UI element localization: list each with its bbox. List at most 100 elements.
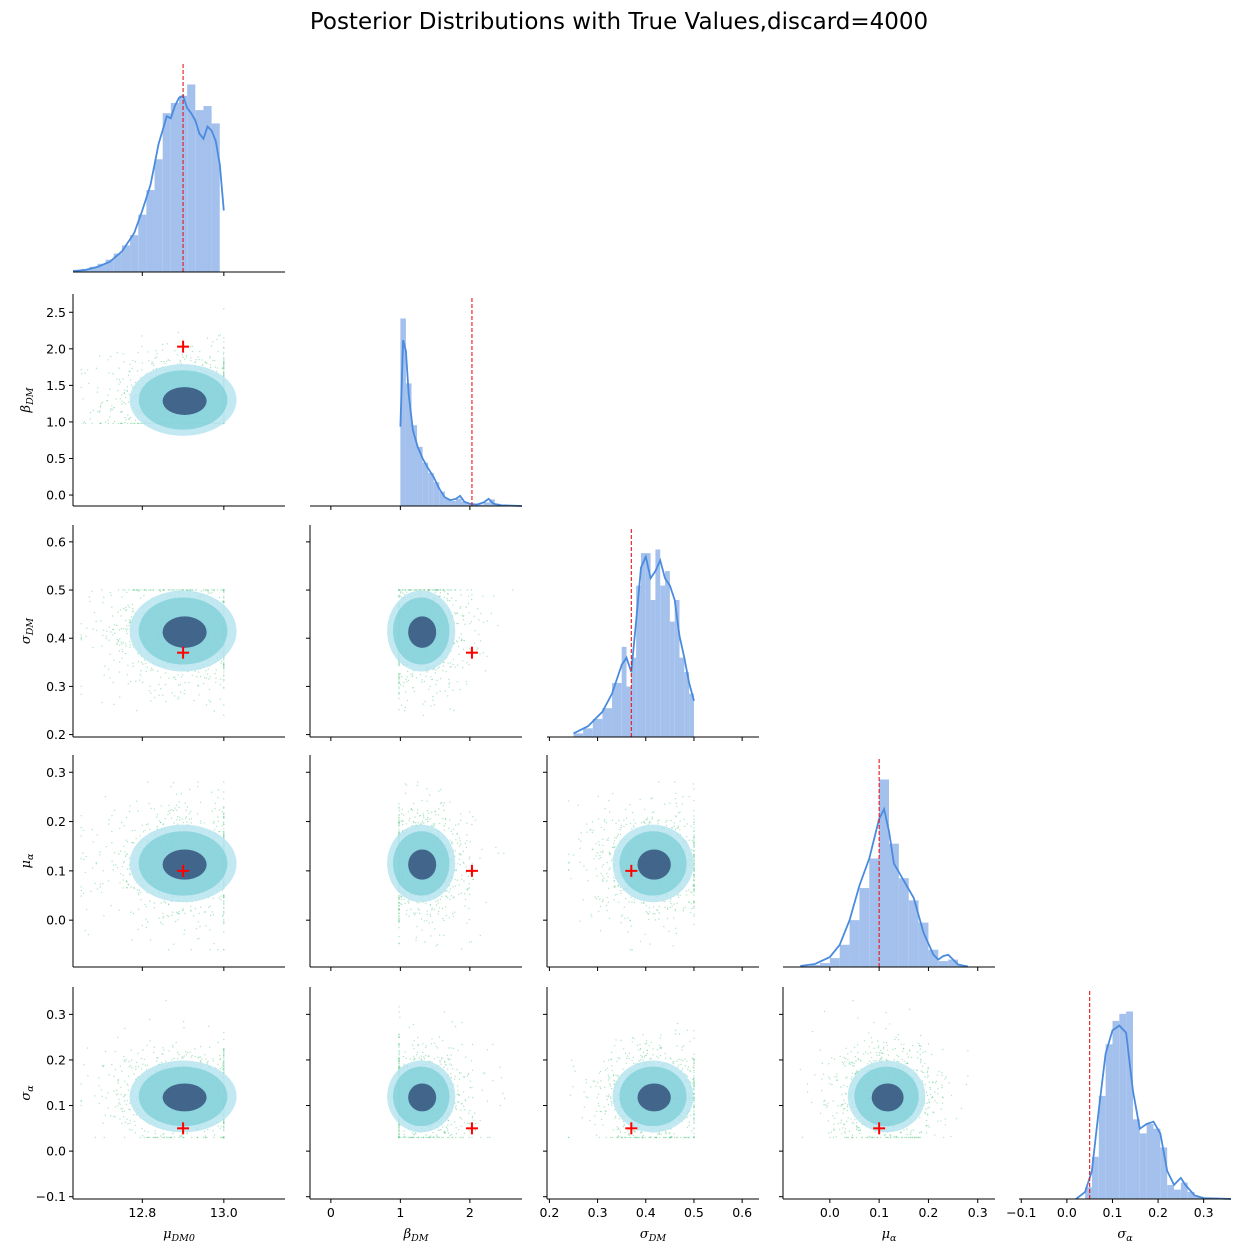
hist-bar [1139, 1133, 1147, 1199]
kde-line [573, 553, 695, 735]
y-tick-label: 1.5 [46, 378, 66, 393]
panel-mu_alpha-vs-mu_DM0: 0.0 0.1 0.2 0.3 [46, 755, 285, 971]
x-tick-label: 0 [327, 1205, 335, 1220]
y-tick-label: 0.3 [46, 765, 66, 780]
hist-bar [689, 693, 694, 737]
hist-bar [170, 102, 179, 272]
y-tick-label: 0.6 [46, 534, 66, 549]
y-tick-label: 0.1 [46, 863, 66, 878]
chart-title: Posterior Distributions with True Values… [310, 9, 928, 35]
hist-bar [113, 253, 122, 272]
panel-mu_DM0-vs-mu_DM0 [72, 64, 285, 276]
hist-bar [121, 245, 131, 272]
y-axis-label-sigma_DM: σDM [19, 618, 36, 644]
hist-bar [879, 779, 889, 967]
hist-bar [1112, 1020, 1120, 1199]
panel-mu_alpha-vs-sigma_DM [543, 755, 759, 971]
true-value-marker [465, 1122, 478, 1135]
hist-bar [1085, 1187, 1092, 1199]
x-tick-label: 1 [396, 1205, 404, 1220]
hist-bar [573, 733, 584, 737]
hist-bar [417, 446, 423, 506]
x-tick-label: 0.6 [732, 1205, 752, 1220]
hist-bar [602, 708, 613, 737]
contour-inner [408, 616, 437, 648]
hist-bar [411, 425, 418, 506]
contour-inner [162, 1083, 207, 1112]
hist-bar [621, 646, 627, 737]
kde-line [399, 339, 523, 507]
hist-bar [918, 922, 929, 967]
true-value-marker [177, 646, 190, 659]
y-tick-label: 0.0 [46, 1144, 66, 1159]
x-tick-label: 0.2 [1148, 1205, 1168, 1220]
hist-bar [674, 599, 680, 737]
hist-bar [89, 266, 98, 272]
hist-bar [631, 657, 637, 737]
hist-bar [179, 95, 188, 272]
y-tick-label: 0.1 [46, 1098, 66, 1113]
y-tick-label: 2.5 [46, 305, 66, 320]
hist-bar [859, 888, 870, 967]
hist-bar [908, 900, 919, 967]
true-value-marker [177, 340, 190, 353]
hist-bar [187, 84, 196, 272]
hist-bar [660, 585, 666, 737]
hist-bar [839, 944, 850, 967]
x-tick-label: 0.2 [539, 1205, 559, 1220]
hist-bar [948, 959, 959, 967]
x-tick-label: 2 [466, 1205, 474, 1220]
hist-bar [869, 858, 880, 967]
hist-bar [665, 571, 670, 737]
true-value-marker [873, 1122, 886, 1135]
x-tick-label: −0.1 [1006, 1205, 1036, 1220]
y-axis-label-beta_DM: βDM [19, 387, 36, 413]
y-tick-label: 1.0 [46, 414, 66, 429]
panel-beta_DM-vs-mu_DM0: 0.0 0.5 1.0 1.5 2.0 2.5 [46, 294, 285, 510]
hist-bar [461, 501, 468, 506]
y-tick-label: 2.0 [46, 341, 66, 356]
hist-bar [97, 263, 106, 272]
true-value-marker [625, 1122, 638, 1135]
y-tick-label: 0.3 [46, 1007, 66, 1022]
hist-bar [428, 472, 434, 506]
x-tick-label: 0.1 [1103, 1205, 1123, 1220]
hist-bar [928, 949, 939, 967]
hist-bar [130, 235, 139, 272]
x-axis-labels: μDM0 βDM σDM μα σα [163, 1227, 1133, 1244]
panel-sigma_alpha-vs-beta_DM: 0 1 2 [306, 987, 522, 1220]
y-tick-label: −0.1 [36, 1189, 66, 1204]
hist-bar [450, 500, 456, 506]
x-tick-label: 0.3 [968, 1205, 988, 1220]
hist-bar [1098, 1095, 1106, 1199]
hist-bar [889, 843, 899, 967]
hist-bar [1126, 1011, 1133, 1199]
y-tick-label: 0.0 [46, 488, 66, 503]
hist-bar [1180, 1182, 1188, 1199]
hist-bar [829, 958, 840, 967]
contour-inner [408, 849, 437, 880]
x-axis-label-sigma_alpha: σα [1117, 1227, 1133, 1244]
hist-bar [105, 259, 114, 272]
hist-bar [433, 482, 440, 506]
y-tick-label: 0.2 [46, 727, 66, 742]
hist-bar [203, 106, 212, 273]
x-axis-label-beta_DM: βDM [403, 1227, 429, 1244]
kde-line [800, 806, 969, 968]
hist-bar [636, 585, 641, 737]
panels: 0.00.51.01.52.02.50.20.30.40.50.60.00.10… [36, 64, 1232, 1220]
y-axis-label-sigma_alpha: σα [19, 1085, 36, 1101]
hist-bar [444, 498, 451, 506]
hist-bar [478, 504, 484, 506]
hist-bar [138, 214, 147, 272]
true-value-marker [465, 646, 478, 659]
contour-inner [162, 616, 207, 648]
x-tick-label: 0.0 [1057, 1205, 1077, 1220]
hist-bar [1146, 1124, 1154, 1199]
x-tick-label: 12.8 [128, 1205, 156, 1220]
true-value-marker [177, 864, 190, 877]
y-tick-label: 0.2 [46, 1052, 66, 1067]
panel-sigma_DM-vs-sigma_DM [547, 529, 759, 741]
hist-bar [669, 621, 675, 737]
y-tick-label: 0.0 [46, 913, 66, 928]
